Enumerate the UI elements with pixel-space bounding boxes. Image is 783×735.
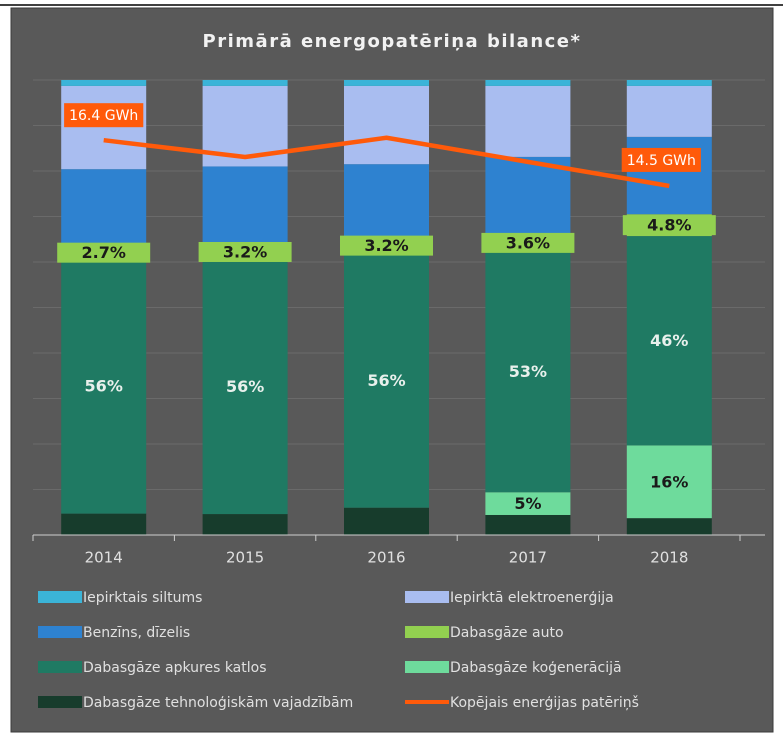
label-background <box>481 232 575 253</box>
bar-segment <box>61 169 147 247</box>
data-label: 3.6% <box>506 233 550 252</box>
bar-segment <box>202 80 288 86</box>
bar-segment <box>202 166 288 245</box>
bar-segment <box>344 85 429 165</box>
data-label: 56% <box>85 377 123 396</box>
bar-segment <box>626 236 712 446</box>
label-background <box>198 241 292 262</box>
x-tick-label: 2017 <box>509 549 547 567</box>
bar-segment <box>626 445 712 519</box>
data-label: 56% <box>367 371 405 390</box>
bar-segment <box>485 85 571 157</box>
bar-segment <box>485 80 571 86</box>
data-label: 4.8% <box>647 216 691 235</box>
bar-segment <box>202 259 288 515</box>
bar-segment <box>626 85 712 137</box>
label-background <box>57 242 151 263</box>
bar-segment <box>485 251 571 493</box>
legend-swatch <box>38 591 82 603</box>
data-label: 3.2% <box>364 236 408 255</box>
data-label: 53% <box>509 362 547 381</box>
legend-swatch <box>38 661 82 673</box>
line <box>103 135 670 189</box>
data-label: 56% <box>226 377 264 396</box>
x-tick-label: 2016 <box>367 549 405 567</box>
line-label-background <box>64 103 144 128</box>
bar-segment <box>61 258 147 514</box>
bar-segment <box>485 156 571 235</box>
bar-segment <box>626 80 712 86</box>
bar-segment <box>485 514 571 535</box>
legend-label: Kopējais enerģijas patēriņš <box>450 695 639 711</box>
bar-segment <box>61 85 147 170</box>
legend-swatch <box>405 626 449 638</box>
data-label: 46% <box>650 331 688 350</box>
line-label: 14.5 GWh <box>627 153 696 169</box>
chart-title: Primārā energopatēriņa bilance* <box>203 31 582 52</box>
legend-swatch <box>38 696 82 708</box>
bar-segment <box>626 518 712 535</box>
legend-swatch <box>38 626 82 638</box>
label-background <box>622 215 716 236</box>
legend-label: Dabasgāze koģenerācijā <box>450 660 622 676</box>
bar-segment <box>344 164 429 239</box>
bar-segment <box>344 507 429 535</box>
legend-label: Dabasgāze apkures katlos <box>83 660 267 676</box>
x-tick-label: 2014 <box>85 549 123 567</box>
bar-segment <box>344 80 429 86</box>
legend-swatch <box>405 661 449 673</box>
legend-label: Iepirktā elektroenerģija <box>450 590 614 606</box>
x-tick-label: 2018 <box>650 549 688 567</box>
legend-swatch <box>405 591 449 603</box>
legend-label: Dabasgāze auto <box>450 625 564 641</box>
bar-segment <box>344 252 429 508</box>
bar-segment <box>202 514 288 535</box>
line-label-background <box>621 147 701 172</box>
bar-segment <box>61 80 147 86</box>
data-label: 16% <box>650 472 688 491</box>
line-label: 16.4 GWh <box>69 108 138 124</box>
label-background <box>340 235 433 256</box>
legend-label: Benzīns, dīzelis <box>83 625 190 641</box>
data-label: 5% <box>514 494 541 513</box>
legend-label: Iepirktais siltums <box>83 590 202 606</box>
bar-segment <box>485 492 571 515</box>
data-label: 2.7% <box>82 243 126 262</box>
x-tick-label: 2015 <box>226 549 264 567</box>
data-label: 3.2% <box>223 242 267 261</box>
legend-label: Dabasgāze tehnoloģiskām vajadzībām <box>83 695 353 711</box>
bar-segment <box>61 513 147 535</box>
